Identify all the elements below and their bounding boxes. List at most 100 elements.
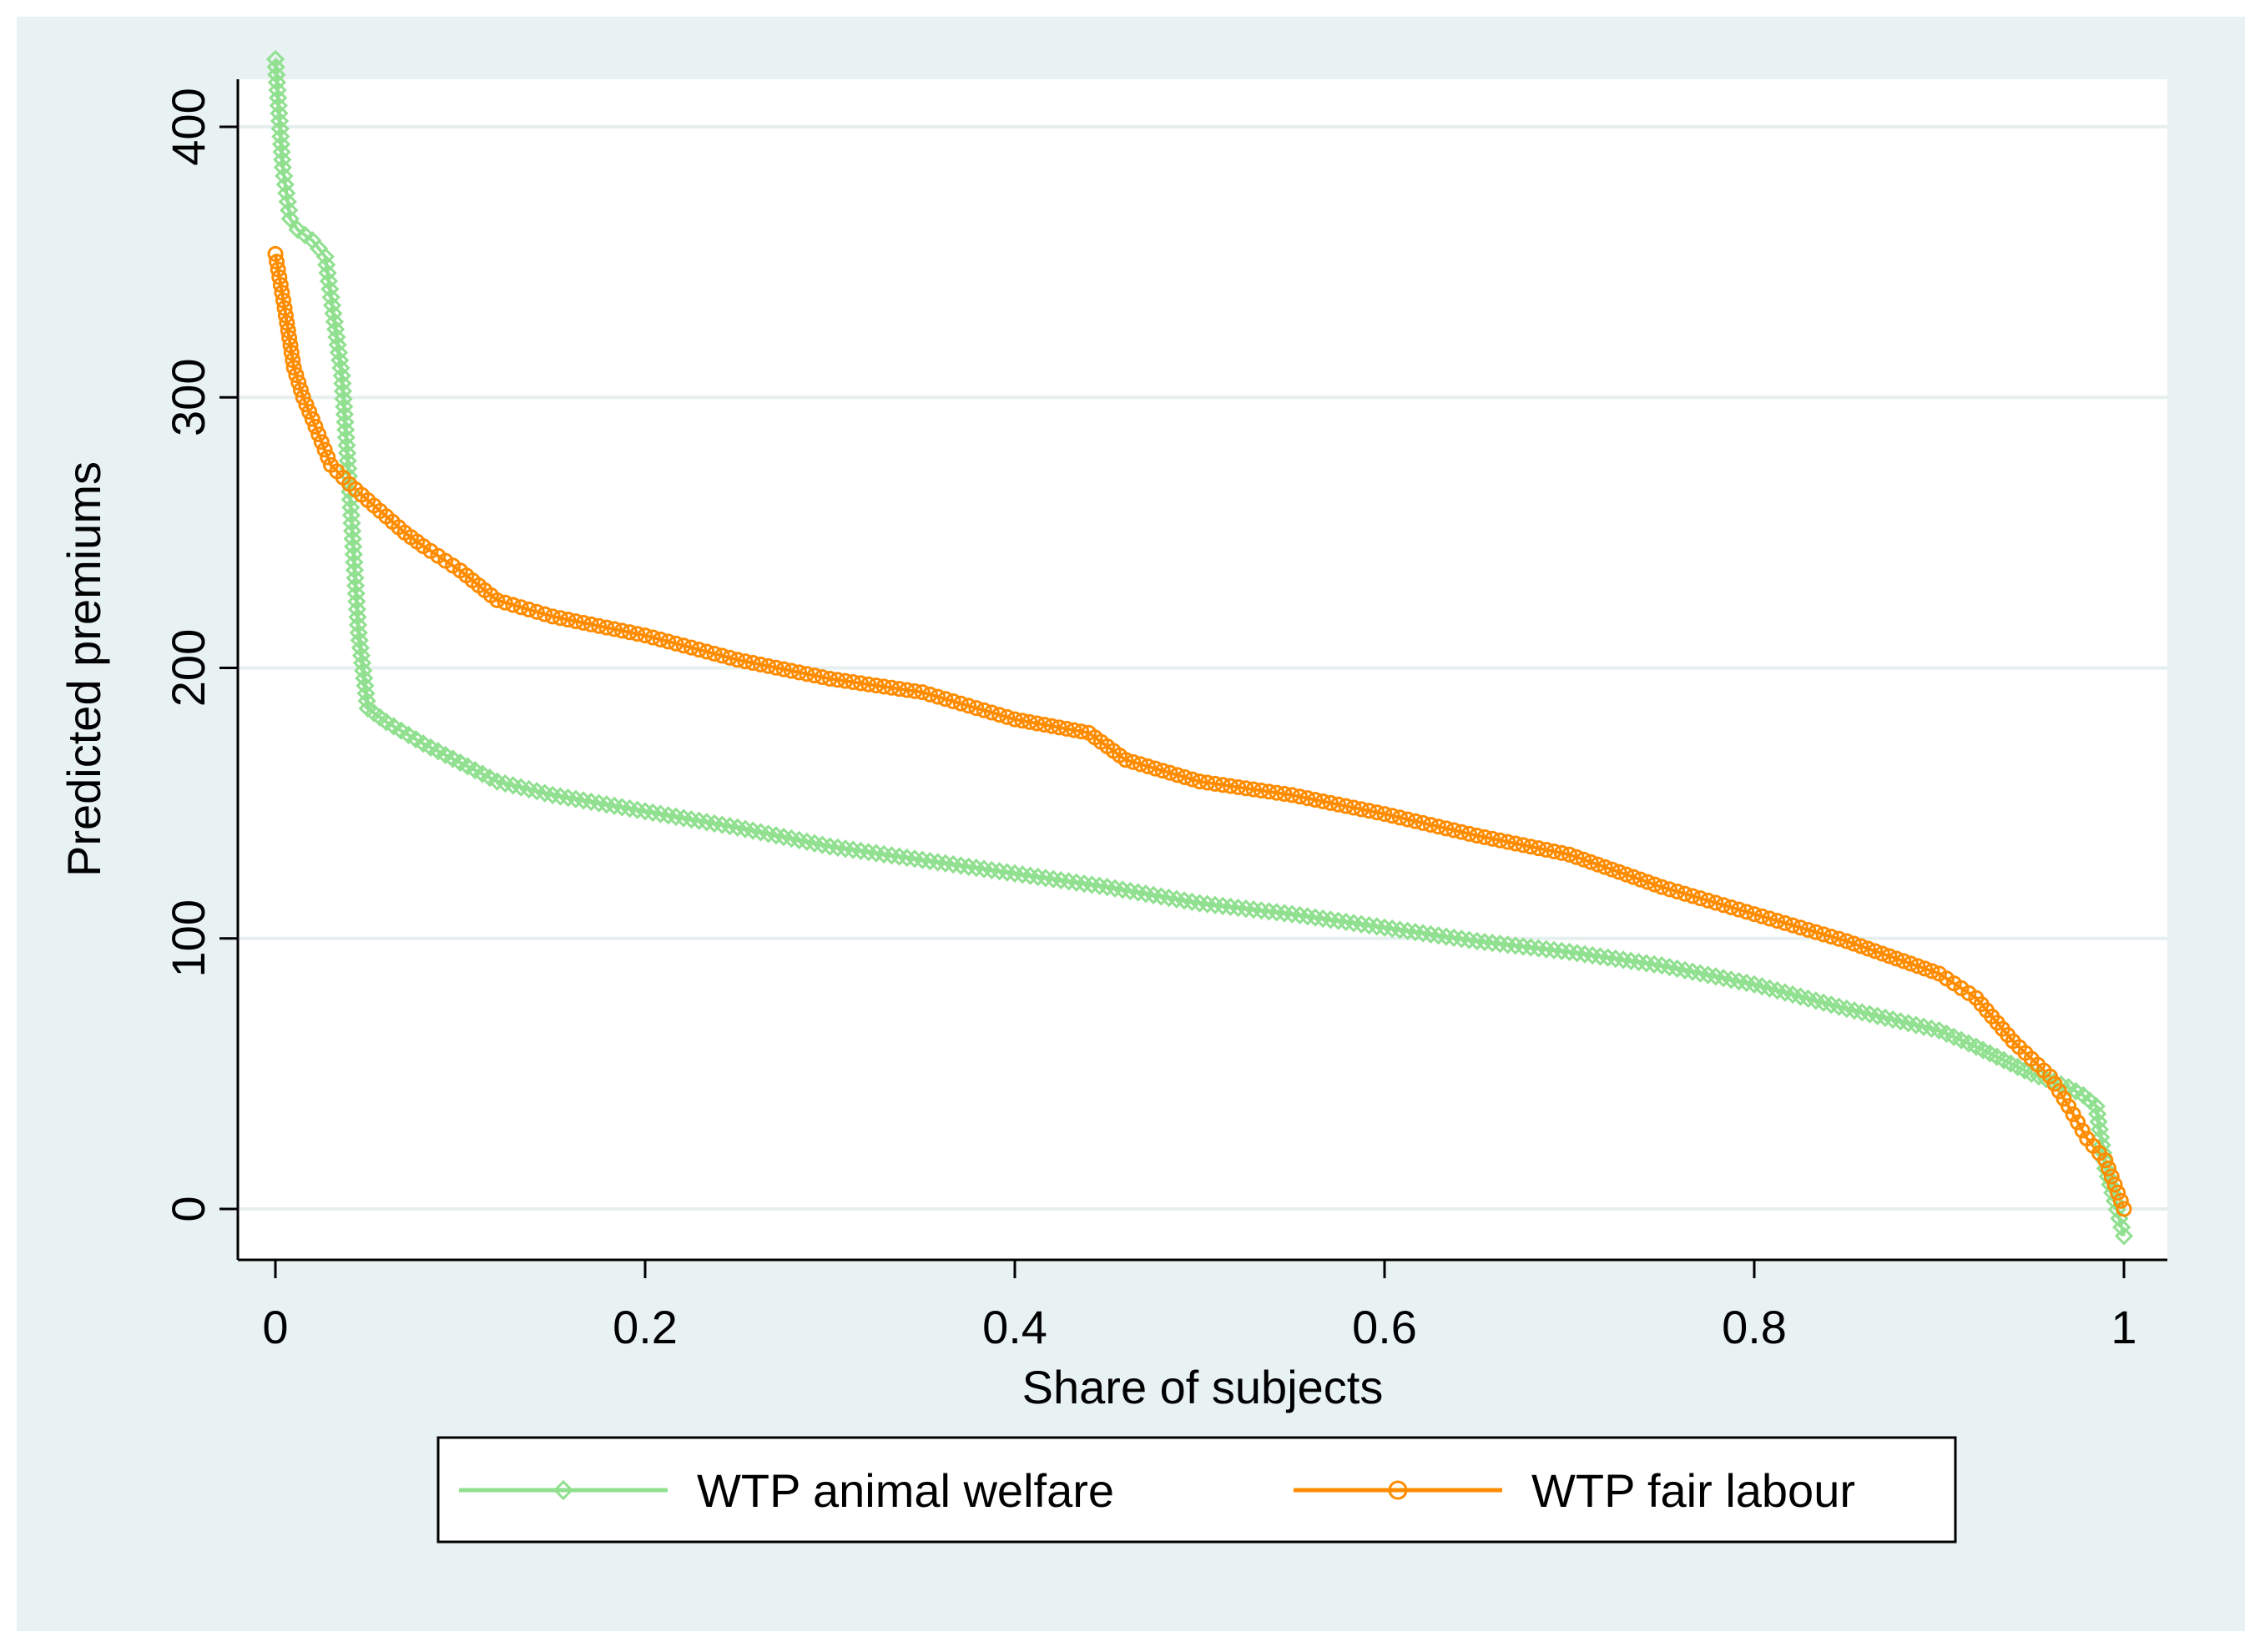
marker-fair-labour	[276, 300, 293, 316]
marker-fair-labour	[1036, 717, 1052, 733]
marker-animal-welfare	[321, 288, 341, 307]
chart-frame: 0 100 200 300 400 0 0.2 0.4 0.6 0.8 1 Predicted p…	[17, 17, 2245, 1631]
marker-fair-labour	[837, 672, 854, 689]
marker-fair-labour	[1661, 881, 1677, 898]
marker-fair-labour	[270, 261, 286, 278]
marker-animal-welfare	[328, 335, 347, 355]
marker-fair-labour	[285, 352, 301, 369]
marker-fair-labour	[1924, 963, 1940, 980]
marker-fair-labour	[921, 686, 938, 703]
marker-fair-labour	[1361, 803, 1378, 819]
marker-animal-welfare	[317, 255, 336, 274]
marker-fair-labour	[622, 624, 638, 641]
marker-fair-labour	[292, 381, 309, 398]
marker-fair-labour	[283, 345, 300, 361]
marker-fair-labour	[1632, 871, 1649, 888]
marker-fair-labour	[906, 682, 923, 699]
marker-fair-labour	[489, 592, 506, 608]
series-markers-fair-labour	[267, 245, 2132, 1217]
marker-fair-labour	[1276, 786, 1293, 803]
marker-fair-labour	[1330, 796, 1347, 813]
marker-fair-labour	[875, 678, 892, 695]
marker-animal-welfare	[329, 343, 349, 362]
marker-fair-labour	[1553, 844, 1570, 861]
marker-animal-welfare	[356, 676, 375, 696]
marker-fair-labour	[1422, 817, 1439, 834]
legend-label-animal-welfare: WTP animal welfare	[697, 1464, 1114, 1517]
marker-fair-labour	[1369, 804, 1385, 821]
marker-fair-labour	[1515, 837, 1531, 854]
marker-fair-labour	[1132, 756, 1149, 773]
marker-fair-labour	[1125, 753, 1142, 770]
marker-fair-labour	[1639, 874, 1656, 890]
marker-fair-labour	[914, 684, 931, 701]
marker-fair-labour	[307, 418, 324, 435]
marker-fair-labour	[930, 688, 946, 705]
marker-fair-labour	[1043, 718, 1060, 734]
marker-fair-labour	[552, 610, 568, 627]
marker-fair-labour	[822, 670, 838, 687]
y-ticks: 0 100 200 300 400	[162, 88, 238, 1222]
marker-fair-labour	[1853, 938, 1869, 954]
marker-fair-labour	[883, 679, 900, 696]
marker-fair-labour	[1261, 783, 1278, 800]
marker-animal-welfare	[2090, 1120, 2110, 1139]
marker-fair-labour	[301, 404, 318, 421]
marker-fair-labour	[1731, 901, 1748, 918]
marker-fair-labour	[1245, 781, 1262, 798]
marker-fair-labour	[290, 374, 307, 390]
marker-animal-welfare	[357, 691, 376, 711]
marker-fair-labour	[1407, 813, 1424, 829]
marker-animal-welfare	[322, 295, 342, 315]
marker-fair-labour	[1029, 715, 1046, 732]
series-markers-animal-welfare	[265, 49, 2134, 1246]
marker-fair-labour	[1014, 713, 1031, 729]
marker-fair-labour	[2061, 1098, 2077, 1115]
marker-fair-labour	[271, 269, 288, 285]
marker-fair-labour	[1582, 854, 1599, 870]
y-axis-title: Predicted premiums	[58, 461, 110, 877]
marker-fair-labour	[282, 337, 299, 354]
marker-fair-labour	[1391, 809, 1408, 826]
marker-fair-labour	[668, 635, 684, 652]
marker-fair-labour	[2106, 1176, 2123, 1193]
marker-animal-welfare	[325, 312, 345, 331]
marker-fair-labour	[1169, 767, 1186, 783]
marker-animal-welfare	[348, 615, 368, 635]
marker-fair-labour	[1291, 788, 1308, 805]
marker-fair-labour	[320, 449, 336, 466]
marker-fair-labour	[1823, 929, 1839, 945]
marker-fair-labour	[891, 681, 908, 698]
marker-fair-labour	[1438, 820, 1455, 837]
marker-fair-labour	[1867, 943, 1884, 959]
marker-animal-welfare	[275, 175, 295, 194]
marker-fair-labour	[277, 307, 294, 324]
marker-fair-labour	[274, 285, 290, 301]
x-tick-label-0: 0	[262, 1301, 288, 1353]
marker-fair-labour	[1522, 839, 1539, 855]
marker-fair-labour	[2065, 1106, 2081, 1123]
marker-animal-welfare	[273, 158, 292, 177]
marker-fair-labour	[298, 396, 315, 413]
marker-fair-labour	[1476, 829, 1493, 845]
marker-animal-welfare	[349, 623, 368, 642]
marker-fair-labour	[1753, 908, 1770, 924]
marker-fair-labour	[660, 633, 677, 650]
marker-fair-labour	[2110, 1185, 2126, 1201]
marker-fair-labour	[1902, 955, 1919, 972]
marker-fair-labour	[1230, 778, 1247, 795]
x-tick-label-3: 0.6	[1352, 1301, 1417, 1353]
marker-fair-labour	[1192, 773, 1208, 790]
marker-animal-welfare	[324, 304, 343, 323]
marker-animal-welfare	[352, 653, 372, 672]
marker-fair-labour	[1677, 885, 1693, 902]
marker-fair-labour	[598, 619, 615, 636]
x-tick-label-5: 1	[2111, 1301, 2136, 1353]
marker-fair-labour	[1253, 782, 1269, 798]
marker-fair-labour	[991, 707, 1008, 723]
marker-fair-labour	[304, 410, 320, 427]
marker-fair-labour	[1338, 798, 1354, 814]
marker-fair-labour	[1453, 823, 1470, 840]
marker-fair-labour	[945, 693, 961, 709]
marker-animal-welfare	[277, 184, 296, 203]
